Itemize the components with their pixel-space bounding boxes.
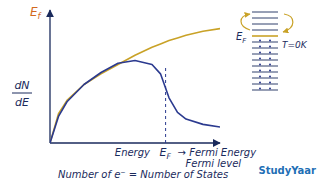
electron	[259, 40, 261, 42]
x-axis	[50, 142, 220, 143]
energy-level	[252, 54, 278, 55]
electron	[269, 82, 271, 84]
energy-level	[252, 18, 278, 19]
annotation: Number of e⁻ = Number of States	[58, 169, 228, 180]
level-symbol: EF	[236, 31, 247, 45]
electron	[259, 64, 261, 66]
temperature: T=0K	[282, 40, 308, 50]
electron	[269, 58, 271, 60]
energy-level	[252, 90, 278, 91]
energy-level	[252, 30, 278, 31]
top-label: Ef	[30, 5, 42, 21]
fermi-symbol: EF	[160, 146, 172, 161]
y-label-bar	[12, 93, 32, 94]
electron	[259, 88, 261, 90]
y-label-den: dE	[15, 96, 29, 109]
electron	[259, 46, 261, 48]
energy-level	[252, 35, 278, 37]
fermi-text2: Fermi level	[186, 158, 242, 169]
electron	[259, 82, 261, 84]
electron	[259, 52, 261, 54]
energy-level	[252, 60, 278, 61]
electron	[269, 76, 271, 78]
electron	[259, 58, 261, 60]
level-arrow	[283, 14, 293, 32]
y-axis	[49, 10, 50, 143]
electron	[259, 76, 261, 78]
electron	[269, 70, 271, 72]
electron	[269, 52, 271, 54]
electron	[269, 64, 271, 66]
fermi-text: → Fermi Energy	[178, 147, 258, 158]
level-arrow	[241, 14, 250, 30]
top-label-sub: f	[38, 11, 42, 21]
electron	[269, 46, 271, 48]
energy-level	[252, 84, 278, 85]
electron	[269, 40, 271, 42]
series-line	[50, 29, 220, 143]
x-label: Energy	[115, 147, 151, 158]
y-label-num: dN	[14, 79, 29, 92]
fermi-symbol-sub: F	[167, 152, 172, 161]
electron	[269, 88, 271, 90]
level-symbol-sub: F	[242, 37, 247, 45]
energy-level	[252, 78, 278, 79]
energy-level	[252, 72, 278, 73]
energy-level	[252, 66, 278, 67]
series-line	[50, 61, 220, 143]
energy-level	[252, 42, 278, 43]
chart: Ef dN dE Energy EF → Fermi EnergyFermi levelN…	[0, 0, 320, 180]
electron	[259, 70, 261, 72]
plot-marks	[50, 29, 220, 143]
watermark: StudyYaar	[258, 165, 316, 176]
energy-level	[252, 12, 278, 13]
energy-level	[252, 48, 278, 49]
energy-level	[252, 24, 278, 25]
fermi-line	[165, 65, 166, 143]
